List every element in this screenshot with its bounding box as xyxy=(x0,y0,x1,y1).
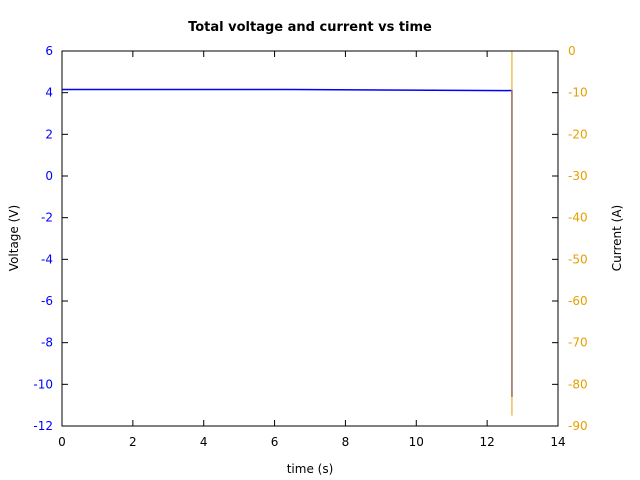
x-tick-label-3: 6 xyxy=(271,435,279,449)
y-tick-label-0: -12 xyxy=(33,419,53,433)
y-tick-label-3: -6 xyxy=(41,294,53,308)
y-tick-label-6: 0 xyxy=(45,169,53,183)
y2-tick-label-8: -10 xyxy=(568,86,588,100)
y2-tick-label-5: -40 xyxy=(568,211,588,225)
y-axis-label: Voltage (V) xyxy=(7,205,21,271)
y-tick-label-8: 4 xyxy=(45,86,53,100)
y-tick-label-7: 2 xyxy=(45,127,53,141)
y-tick-label-4: -4 xyxy=(41,252,53,266)
x-tick-label-7: 14 xyxy=(550,435,565,449)
chart-title: Total voltage and current vs time xyxy=(188,20,432,35)
y2-axis-label: Current (A) xyxy=(610,205,624,271)
ticks-layer: 0 2 4 6 8 10 12 14-12-10-8-6-4-20246-90-80-70-6… xyxy=(33,44,587,449)
y-tick-label-5: -2 xyxy=(41,211,53,225)
y2-tick-label-1: -80 xyxy=(568,377,588,391)
y2-tick-label-0: -90 xyxy=(568,419,588,433)
x-axis-label: time (s) xyxy=(287,462,334,476)
x-tick-label-2: 4 xyxy=(200,435,208,449)
x-tick-label-1: 2 xyxy=(129,435,137,449)
x-tick-label-6: 12 xyxy=(480,435,495,449)
x-tick-label-0: 0 xyxy=(58,435,66,449)
y2-tick-label-2: -70 xyxy=(568,336,588,350)
y2-tick-label-7: -20 xyxy=(568,127,588,141)
y-tick-label-9: 6 xyxy=(45,44,53,58)
y2-tick-label-9: 0 xyxy=(568,44,576,58)
series-layer xyxy=(62,51,513,416)
x-tick-label-5: 10 xyxy=(409,435,424,449)
x-tick-label-4: 8 xyxy=(342,435,350,449)
y-tick-label-1: -10 xyxy=(33,377,53,391)
y2-tick-label-4: -50 xyxy=(568,252,588,266)
y2-tick-label-6: -30 xyxy=(568,169,588,183)
y-tick-label-2: -8 xyxy=(41,336,53,350)
plot-frame xyxy=(61,50,559,427)
y2-tick-label-3: -60 xyxy=(568,294,588,308)
voltage-series-line xyxy=(62,88,513,397)
